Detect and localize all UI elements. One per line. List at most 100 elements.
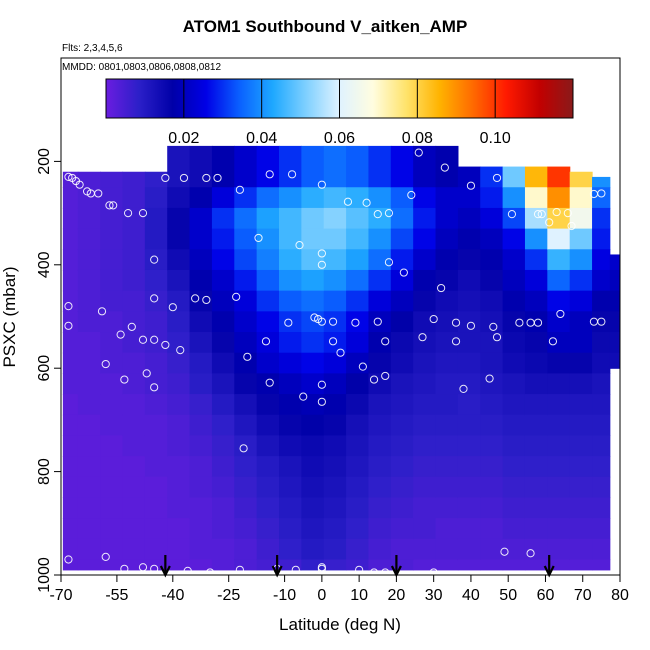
heatmap-cell: [524, 518, 548, 540]
heatmap-cell: [390, 207, 414, 230]
heatmap-cell: [167, 435, 191, 457]
heatmap-cell: [368, 290, 392, 312]
observation-point: [138, 563, 148, 572]
heatmap-cell: [346, 476, 370, 499]
heatmap-cell: [77, 332, 101, 354]
heatmap-cell: [413, 249, 437, 271]
heatmap-cell: [592, 497, 611, 519]
heatmap-cell: [167, 269, 191, 292]
observation-point: [362, 198, 371, 207]
heatmap-cell: [62, 352, 79, 374]
heatmap-cell: [122, 290, 146, 312]
heatmap-cell: [569, 373, 593, 395]
heatmap-cell: [122, 497, 146, 519]
heatmap-cell: [189, 352, 213, 374]
heatmap-cell: [62, 559, 79, 571]
heatmap-cell: [480, 228, 504, 250]
heatmap-cell: [346, 394, 370, 416]
heatmap-cell: [167, 145, 191, 188]
heatmap-cell: [323, 228, 347, 250]
heatmap-cell: [502, 269, 526, 292]
heatmap-cell: [77, 538, 101, 561]
observation-point: [556, 309, 565, 319]
heatmap-cell: [301, 497, 325, 519]
heatmap-cell: [368, 311, 392, 333]
heatmap-cell: [301, 249, 325, 271]
heatmap-cell: [234, 414, 258, 437]
heatmap-cell: [457, 187, 481, 209]
observation-point: [358, 362, 367, 371]
heatmap-cell: [167, 497, 191, 519]
heatmap-cell: [256, 559, 280, 571]
observation-point: [254, 233, 263, 243]
heatmap-cell: [301, 414, 325, 437]
heatmap-cell: [569, 538, 593, 561]
heatmap-cell: [569, 476, 593, 499]
heatmap-cell: [435, 414, 459, 437]
heatmap-cell: [569, 228, 593, 250]
observation-point: [437, 283, 446, 293]
heatmap-cell: [167, 311, 191, 333]
heatmap-cell: [100, 414, 124, 437]
heatmap-cell: [144, 269, 168, 292]
heatmap-cell: [211, 394, 235, 416]
heatmap-cell: [480, 394, 504, 416]
heatmap-cell: [189, 228, 213, 250]
heatmap-cell: [592, 176, 611, 188]
heatmap-cell: [502, 518, 526, 540]
heatmap-cell: [592, 435, 611, 457]
heatmap-cell: [524, 559, 548, 571]
heatmap-cell: [144, 456, 168, 478]
observation-point: [291, 565, 300, 574]
observation-point: [150, 255, 159, 264]
observation-point: [456, 577, 463, 584]
heatmap-cells: [62, 145, 620, 571]
heatmap-cell: [77, 559, 101, 571]
heatmap-cell: [390, 373, 414, 395]
heatmap-cell: [77, 456, 101, 478]
heatmap-cell: [524, 269, 548, 292]
heatmap-cell: [301, 269, 325, 292]
heatmap-cell: [144, 518, 168, 540]
heatmap-cell: [122, 332, 146, 354]
heatmap-cell: [547, 269, 571, 292]
observation-point: [123, 209, 133, 218]
x-tick-label: 60: [537, 587, 555, 604]
heatmap-cell: [524, 166, 548, 188]
heatmap-cell: [368, 414, 392, 437]
heatmap-cell: [502, 373, 526, 395]
heatmap-cell: [502, 559, 526, 571]
heatmap-cell: [569, 311, 593, 333]
heatmap-cell: [211, 456, 235, 478]
heatmap-cell: [346, 497, 370, 519]
heatmap-cell: [457, 497, 481, 519]
observation-point: [537, 210, 546, 219]
heatmap-cell: [547, 332, 571, 354]
heatmap-cell: [457, 414, 481, 437]
heatmap-cell: [457, 166, 481, 188]
x-tick-label: 50: [499, 587, 517, 604]
heatmap-cell: [144, 538, 168, 561]
heatmap-cell: [502, 228, 526, 250]
heatmap-cell: [77, 290, 101, 312]
heatmap-cell: [144, 414, 168, 437]
heatmap-cell: [122, 414, 146, 437]
x-tick-label: 0: [317, 587, 326, 604]
observation-point: [451, 318, 461, 327]
observation-point: [243, 352, 252, 361]
heatmap-cell: [62, 332, 79, 354]
heatmap-cell: [457, 249, 481, 271]
observation-point: [150, 564, 159, 573]
heatmap-cell: [62, 456, 79, 478]
heatmap-cell: [77, 269, 101, 292]
heatmap-cell: [189, 311, 213, 333]
heatmap-cell: [368, 559, 392, 571]
observation-point: [440, 163, 449, 172]
heatmap-cell: [189, 207, 213, 230]
heatmap-cell: [435, 269, 459, 292]
heatmap-cell: [502, 166, 526, 188]
heatmap-cell: [592, 476, 611, 499]
observation-point: [548, 337, 558, 346]
heatmap-cell: [62, 290, 79, 312]
heatmap-cell: [256, 249, 280, 271]
